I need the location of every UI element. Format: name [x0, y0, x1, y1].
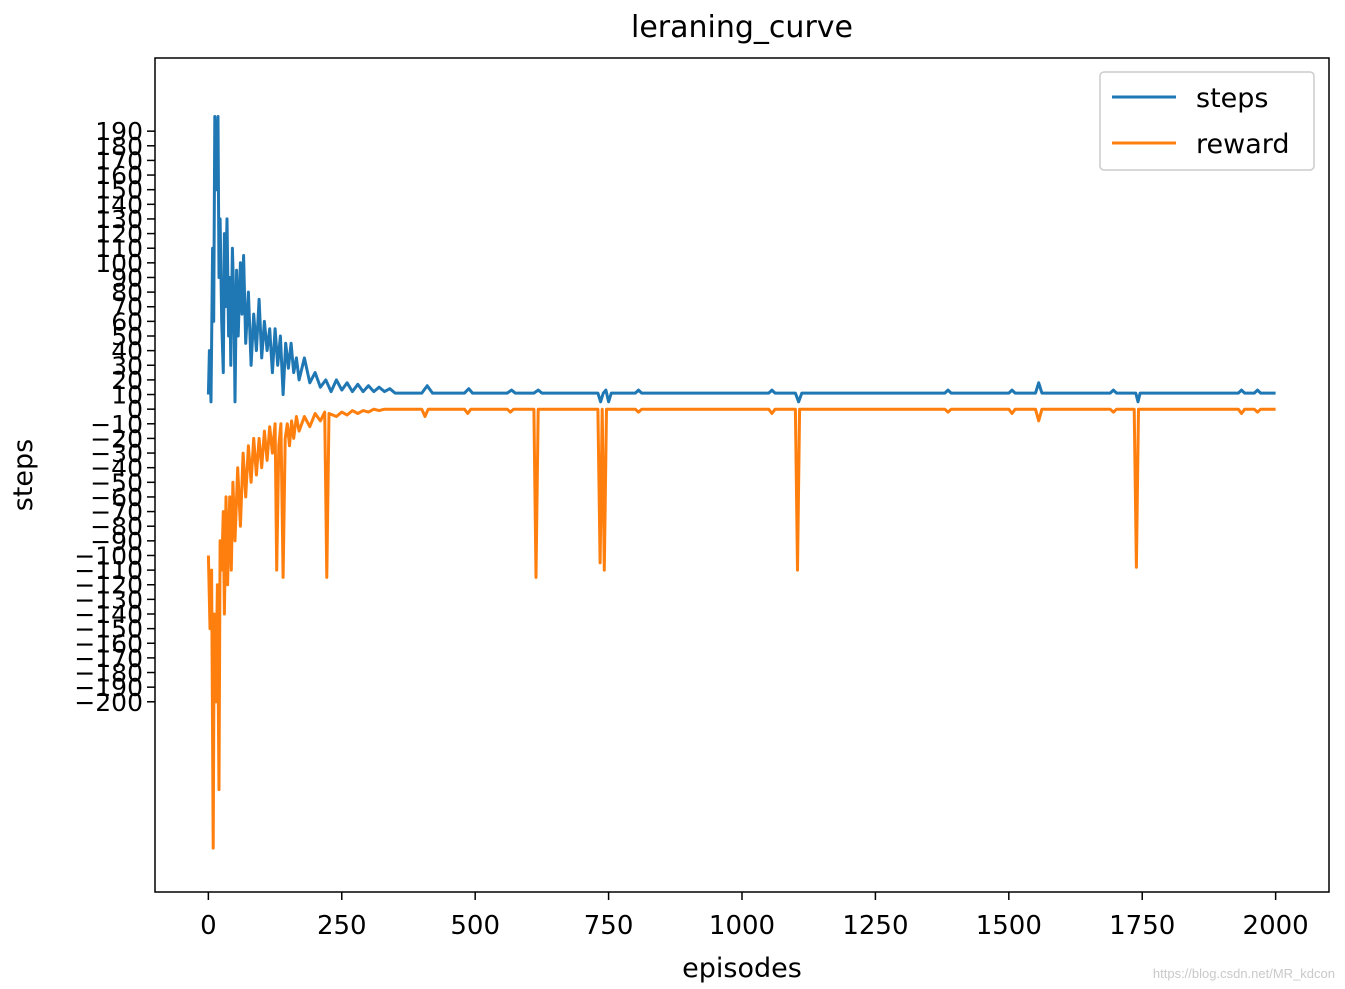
y-tick-label: 190 [95, 117, 143, 146]
x-tick-label: 250 [317, 911, 367, 941]
y-tick-label: 90 [111, 263, 143, 292]
y-tick-label: −60 [90, 483, 143, 512]
y-tick-label: −200 [74, 688, 143, 717]
x-tick-label: 1000 [709, 911, 775, 941]
chart-title: leraning_curve [631, 10, 853, 45]
y-tick-label: 40 [111, 337, 143, 366]
y-tick-label: 170 [95, 146, 143, 175]
y-tick-label: −50 [90, 468, 143, 497]
y-tick-label: −120 [74, 571, 143, 600]
y-tick-label: 80 [111, 278, 143, 307]
x-tick-label: 0 [200, 911, 217, 941]
x-tick-label: 500 [450, 911, 500, 941]
y-tick-label: 160 [95, 161, 143, 190]
x-tick-label: 1250 [842, 911, 908, 941]
x-tick-label: 1750 [1109, 911, 1175, 941]
y-tick-label: 10 [111, 381, 143, 410]
y-tick-label: 30 [111, 351, 143, 380]
y-tick-label: −130 [74, 585, 143, 614]
y-tick-label: −30 [90, 439, 143, 468]
y-tick-label: 140 [95, 190, 143, 219]
y-tick-label: 120 [95, 220, 143, 249]
y-tick-label: −110 [74, 556, 143, 585]
y-tick-label: −20 [90, 424, 143, 453]
legend: steps reward [1099, 71, 1315, 171]
y-tick-label: 130 [95, 205, 143, 234]
y-tick-label: −190 [74, 673, 143, 702]
x-tick-label: 750 [584, 911, 634, 941]
y-tick-label: 50 [111, 322, 143, 351]
y-tick-label: −160 [74, 629, 143, 658]
y-tick-label: 110 [95, 234, 143, 263]
y-tick-label: −70 [90, 498, 143, 527]
y-tick-label: −150 [74, 615, 143, 644]
x-tick-label: 2000 [1243, 911, 1309, 941]
y-axis-label: steps [8, 439, 39, 511]
y-tick-label: 150 [95, 176, 143, 205]
y-tick-label: −140 [74, 600, 143, 629]
y-tick-label: −10 [90, 410, 143, 439]
y-axis: 1901801701601501401301201101009080706050… [74, 117, 155, 717]
y-tick-label: 20 [111, 366, 143, 395]
y-tick-label: −100 [74, 541, 143, 570]
y-tick-label: 60 [111, 307, 143, 336]
y-tick-label: −170 [74, 644, 143, 673]
y-tick-label: −80 [90, 512, 143, 541]
legend-label-reward: reward [1196, 129, 1290, 160]
plot-area [206, 115, 1276, 850]
x-tick-label: 1500 [976, 911, 1042, 941]
y-tick-label: 0 [127, 395, 143, 424]
y-tick-label: −180 [74, 659, 143, 688]
y-tick-label: 70 [111, 293, 143, 322]
series-line-reward [206, 407, 1276, 850]
y-tick-label: 100 [95, 249, 143, 278]
x-axis-label: episodes [682, 953, 802, 984]
y-tick-label: 180 [95, 132, 143, 161]
series-line-steps [206, 115, 1276, 404]
y-tick-label: −90 [90, 527, 143, 556]
y-tick-label: −40 [90, 454, 143, 483]
x-axis: 0 250 500 750 1000 1250 1500 1750 2000 [200, 892, 1309, 941]
watermark: https://blog.csdn.net/MR_kdcon [1152, 966, 1335, 981]
legend-label-steps: steps [1196, 83, 1268, 114]
